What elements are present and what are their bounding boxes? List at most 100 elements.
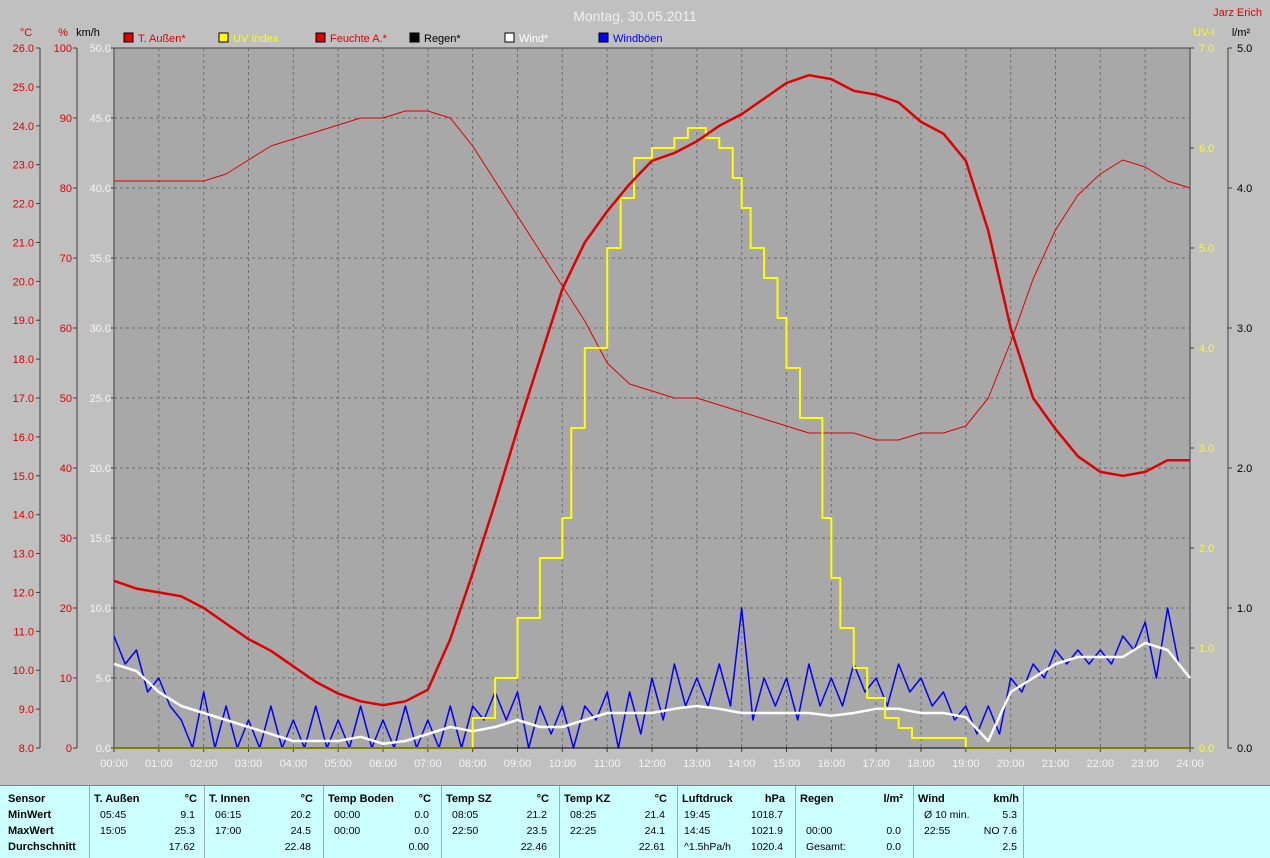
temp-tick-label: 21.0: [13, 237, 34, 249]
stats-cell-value: 5.3: [1002, 809, 1017, 821]
stats-cell-value: NO 7.6: [983, 825, 1017, 837]
temp-tick-label: 23.0: [13, 160, 34, 172]
stats-panel: Sensor MinWert MaxWert Durchschnitt T. A…: [0, 785, 1270, 858]
hum-tick-label: 20: [60, 603, 72, 615]
axis-unit-uv: UV-I: [1193, 27, 1214, 39]
wind-tick-label: 5.0: [96, 673, 111, 685]
x-tick-label: 16:00: [818, 758, 846, 770]
hum-tick-label: 30: [60, 533, 72, 545]
temp-tick-label: 8.0: [19, 743, 34, 755]
legend-swatch: [123, 32, 134, 43]
stats-column-title: Temp SZ: [446, 793, 492, 805]
rain-tick-label: 2.0: [1237, 463, 1252, 475]
axis-unit-rain: l/m²: [1232, 27, 1251, 39]
stats-cell-value: 20.2: [290, 809, 311, 821]
hum-tick-label: 70: [60, 253, 72, 265]
stats-column-unit: °C: [300, 793, 313, 805]
stats-cell-time: 15:05: [100, 825, 127, 837]
uv-tick-label: 1.0: [1199, 643, 1214, 655]
stats-separator: [89, 786, 90, 858]
stats-column-title: Luftdruck: [682, 793, 733, 805]
axis-units: °C% km/h UV-I l/m²: [20, 27, 1251, 39]
weather-chart: Montag, 30.05.2011 Jarz Erich T. Außen* U…: [13, 7, 1262, 770]
stats-cell-time: 08:25: [570, 809, 597, 821]
legend-label: Windböen: [613, 33, 663, 45]
axis-unit-temp: °C: [20, 27, 32, 39]
stats-cell-time: 14:45: [684, 825, 711, 837]
x-tick-label: 15:00: [773, 758, 801, 770]
wind-tick-label: 0.0: [96, 743, 111, 755]
hum-tick-label: 80: [60, 183, 72, 195]
wind-tick-label: 50.0: [90, 43, 111, 55]
stats-cell-value: 23.5: [526, 825, 547, 837]
x-tick-label: 03:00: [235, 758, 263, 770]
x-tick-label: 05:00: [324, 758, 352, 770]
x-tick-label: 06:00: [369, 758, 397, 770]
stats-column: Temp Boden °C 00:00 0.0 00:00 0.0 0.00: [323, 786, 437, 858]
series-line: [113, 641, 1191, 746]
legend-label: UV Index: [233, 33, 279, 45]
stats-column-unit: °C: [418, 793, 431, 805]
stats-cell-value: 1018.7: [750, 809, 783, 821]
stats-cell-value: 17.62: [168, 841, 195, 853]
x-tick-label: 09:00: [504, 758, 532, 770]
stats-column: Luftdruck hPa 19:45 1018.7 14:45 1021.9 ^1.5hP…: [677, 786, 791, 858]
stats-separator: [795, 786, 796, 858]
uv-tick-label: 0.0: [1199, 743, 1214, 755]
series-line: [113, 607, 1191, 749]
stats-cell-value: 1021.9: [750, 825, 783, 837]
legend-swatch: [504, 32, 515, 43]
stats-cell-value: 0.0: [886, 825, 901, 837]
temp-tick-label: 18.0: [13, 354, 34, 366]
legend-swatch: [598, 32, 609, 43]
legend-label: Wind*: [519, 33, 549, 45]
stats-cell-value: 24.1: [644, 825, 665, 837]
temp-tick-label: 15.0: [13, 471, 34, 483]
stats-sensor-label: Sensor: [8, 793, 46, 805]
stats-column: T. Außen °C 05:45 9.1 15:05 25.3 17.62: [89, 786, 203, 858]
stats-cell-value: 2.5: [1002, 841, 1017, 853]
stats-separator: [913, 786, 914, 858]
x-tick-label: 19:00: [952, 758, 980, 770]
stats-separator: [323, 786, 324, 858]
stats-cell-time: 05:45: [100, 809, 127, 821]
legend-label: Regen*: [424, 33, 461, 45]
stats-cell-time: 19:45: [684, 809, 711, 821]
stats-column-unit: km/h: [993, 793, 1019, 805]
stats-row-min: MinWert: [8, 809, 52, 821]
series-layer: [113, 73, 1191, 749]
temp-tick-label: 22.0: [13, 199, 34, 211]
stats-cell-time: 22:50: [452, 825, 479, 837]
stats-separator: [677, 786, 678, 858]
uv-tick-label: 7.0: [1199, 43, 1214, 55]
stats-column: Temp SZ °C 08:05 21.2 22:50 23.5 22.46: [441, 786, 555, 858]
hum-tick-label: 100: [54, 43, 72, 55]
stats-cell-time: Ø 10 min.: [924, 809, 970, 821]
stats-column-title: Temp KZ: [564, 793, 611, 805]
temp-tick-label: 26.0: [13, 43, 34, 55]
hum-tick-label: 0: [66, 743, 72, 755]
x-tick-label: 18:00: [907, 758, 935, 770]
temp-tick-label: 13.0: [13, 549, 34, 561]
stats-cell-time: 00:00: [334, 809, 361, 821]
stats-column: Wind km/h Ø 10 min. 5.3 22:55 NO 7.6 2.5: [913, 786, 1025, 858]
x-tick-label: 21:00: [1042, 758, 1070, 770]
uv-tick-label: 6.0: [1199, 143, 1214, 155]
temp-tick-label: 14.0: [13, 510, 34, 522]
series-line: [114, 110, 1191, 441]
stats-separator: [1023, 786, 1024, 858]
stats-column-title: T. Innen: [209, 793, 250, 805]
wind-tick-label: 20.0: [90, 463, 111, 475]
stats-row-avg: Durchschnitt: [8, 841, 76, 853]
hum-tick-label: 40: [60, 463, 72, 475]
stats-cell-time: 00:00: [806, 825, 833, 837]
stats-cell-value: 0.0: [886, 841, 901, 853]
stats-cell-value: 9.1: [180, 809, 195, 821]
legend-swatch: [409, 32, 420, 43]
x-tick-label: 13:00: [683, 758, 711, 770]
x-tick-label: 02:00: [190, 758, 218, 770]
stats-cell-time: ^1.5hPa/h: [684, 841, 731, 853]
temp-tick-label: 25.0: [13, 82, 34, 94]
temp-tick-label: 24.0: [13, 121, 34, 133]
stats-cell-value: 25.3: [174, 825, 195, 837]
